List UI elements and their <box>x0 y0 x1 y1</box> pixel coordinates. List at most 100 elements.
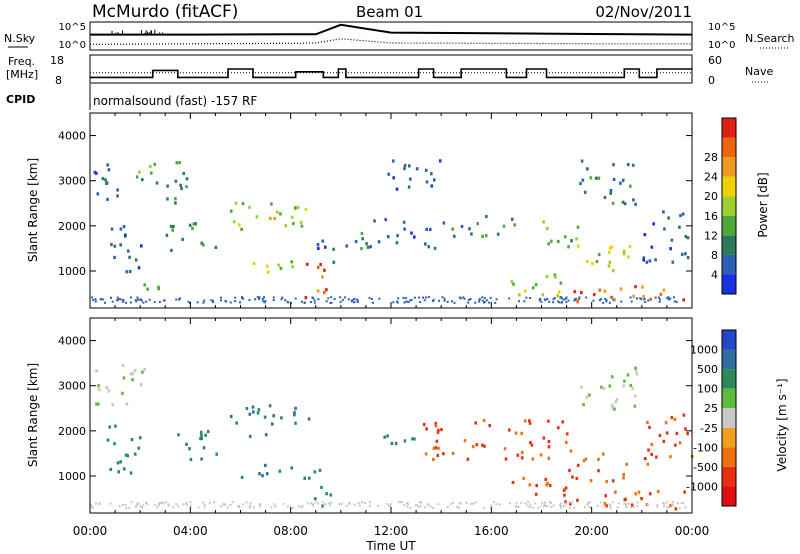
velocity-ground-cell <box>489 504 492 507</box>
power-ground-cell <box>355 298 358 301</box>
velocity-ground-cell <box>139 505 142 508</box>
velocity-cell <box>258 472 261 476</box>
power-cbar-swatch <box>722 137 736 158</box>
power-cell <box>269 216 272 220</box>
velocity-cell <box>520 431 523 435</box>
velocity-cell <box>539 453 543 457</box>
velocity-ground-cell <box>630 506 633 509</box>
power-ground-cell <box>540 300 543 303</box>
velocity-ground-cell <box>252 506 255 509</box>
velocity-cell <box>143 368 146 372</box>
velocity-ground-cell <box>124 503 127 506</box>
velocity-ground-cell <box>625 506 628 509</box>
velocity-ground-cell <box>306 502 309 505</box>
velocity-ground-cell <box>273 503 276 506</box>
power-ground-cell <box>481 296 484 299</box>
velocity-cell <box>137 446 141 450</box>
power-cell <box>137 266 141 270</box>
power-cell <box>524 289 527 293</box>
velocity-ground-cell <box>388 504 390 507</box>
power-cell <box>645 260 649 264</box>
velocity-ground-cell <box>414 504 417 507</box>
velocity-ground-cell <box>241 503 244 506</box>
velocity-ground-cell <box>616 506 619 509</box>
velocity-cell <box>116 461 120 465</box>
power-cell <box>654 258 657 262</box>
power-cell <box>408 164 411 168</box>
power-cell <box>659 292 663 296</box>
velocity-ground-cell <box>136 502 139 505</box>
power-cell <box>510 280 514 284</box>
velocity-ground-cell <box>678 507 681 509</box>
velocity-cell <box>608 384 612 388</box>
velocity-ground-cell <box>338 503 341 506</box>
power-ground-cell <box>120 298 123 301</box>
velocity-cell <box>674 443 677 447</box>
power-cell <box>384 218 387 222</box>
velocity-ground-cell <box>586 503 589 506</box>
power-ground-cell <box>110 296 112 299</box>
power-ground-cell <box>329 302 332 304</box>
velocity-cell <box>576 463 580 467</box>
power-ground-cell <box>489 296 492 299</box>
nsearch-tick-bottom: 10^0 <box>708 40 735 51</box>
power-ground-cell <box>347 298 350 301</box>
velocity-ground-cell <box>224 503 227 506</box>
velocity-cell <box>325 492 328 496</box>
velocity-ground-cell <box>517 505 520 508</box>
velocity-cell <box>535 484 538 488</box>
velocity-cell <box>614 400 617 404</box>
power-ground-cell <box>659 298 662 301</box>
velocity-ylabel: Slant Range [km] <box>26 363 40 467</box>
power-cell <box>608 250 611 254</box>
power-cell <box>182 171 185 176</box>
power-ground-cell <box>608 301 611 304</box>
velocity-ground-cell <box>146 503 149 506</box>
power-cell <box>612 269 615 273</box>
power-cell <box>641 285 644 289</box>
power-cell <box>104 178 107 182</box>
velocity-ground-cell <box>368 504 371 507</box>
velocity-cell <box>646 420 649 424</box>
power-cell <box>580 291 583 295</box>
power-ground-cell <box>604 298 607 300</box>
power-cell <box>580 159 584 163</box>
power-ground-cell <box>425 296 427 299</box>
velocity-cell <box>114 424 117 428</box>
power-cell <box>634 285 637 289</box>
velocity-cell <box>185 442 188 446</box>
time-tick-label-3: 12:00 <box>374 524 409 538</box>
velocity-ground-cell <box>665 501 668 504</box>
power-ground-cell <box>544 299 547 302</box>
power-ground-cell <box>592 299 595 302</box>
power-ground-cell <box>667 298 670 301</box>
power-ground-cell <box>370 297 373 300</box>
velocity-ground-cell <box>137 502 140 505</box>
power-ground-cell <box>640 298 643 301</box>
power-cell <box>316 242 320 247</box>
power-cell <box>608 246 612 250</box>
power-ground-cell <box>673 296 675 299</box>
velocity-ground-cell <box>671 503 673 506</box>
velocity-ground-cell <box>492 501 495 503</box>
power-cell <box>395 241 399 245</box>
power-cell <box>678 225 681 229</box>
velocity-cell <box>582 459 586 463</box>
velocity-cell <box>321 504 324 508</box>
velocity-cell <box>646 462 650 466</box>
velocity-cell <box>121 363 125 368</box>
velocity-cell <box>293 410 296 414</box>
cpid-text: normalsound (fast) -157 RF <box>93 94 257 108</box>
velocity-ground-cell <box>369 501 371 504</box>
velocity-cell <box>682 413 686 417</box>
power-ground-cell <box>111 300 114 303</box>
velocity-cell <box>320 485 323 489</box>
velocity-ground-cell <box>154 503 156 506</box>
power-cell <box>631 163 635 167</box>
power-ground-cell <box>145 300 148 303</box>
power-cell <box>387 172 390 176</box>
power-cell <box>266 264 269 268</box>
power-cell <box>366 245 370 249</box>
velocity-cell <box>662 439 666 443</box>
velocity-cell <box>528 421 532 425</box>
